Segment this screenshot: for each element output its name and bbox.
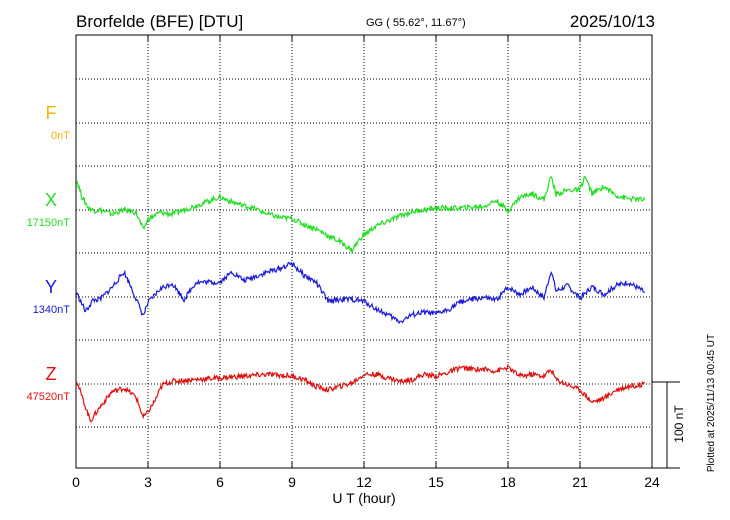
x-tick-label: 24	[644, 474, 660, 490]
date-label: 2025/10/13	[570, 12, 655, 31]
x-tick-label: 12	[356, 474, 372, 490]
station-title: Brorfelde (BFE) [DTU]	[76, 12, 243, 31]
series-name-f: F	[46, 103, 57, 123]
scale-bar-label: 100 nT	[672, 405, 686, 443]
grid	[76, 35, 652, 468]
series-labels: F 0nT X 17150nT Y 1340nT Z 47520nT	[27, 103, 71, 403]
coordinates-label: GG ( 55.62°, 11.67°)	[366, 17, 466, 29]
series-baseline-y: 1340nT	[33, 304, 71, 316]
series-line-z	[75, 363, 646, 423]
series-line-y	[75, 261, 646, 324]
scale-bar: 100 nT	[652, 381, 686, 469]
x-tick-label: 15	[428, 474, 444, 490]
series-name-y: Y	[45, 277, 57, 297]
x-tick-label: 3	[144, 474, 152, 490]
x-tick-label: 6	[216, 474, 224, 490]
x-axis-title: U T (hour)	[332, 490, 395, 506]
series-group	[75, 175, 646, 423]
x-tick-label: 21	[572, 474, 588, 490]
x-tick-label: 0	[72, 474, 80, 490]
series-baseline-x: 17150nT	[27, 217, 71, 229]
series-name-x: X	[45, 190, 57, 210]
series-baseline-f: 0nT	[51, 130, 70, 142]
x-axis: 0 3 6 9 12 15 18 21 24	[72, 35, 660, 490]
series-line-x	[75, 175, 646, 255]
plotted-at-note: Plotted at 2025/11/13 00:45 UT	[706, 334, 717, 472]
x-tick-label: 18	[500, 474, 516, 490]
series-name-z: Z	[46, 364, 57, 384]
series-baseline-z: 47520nT	[27, 391, 71, 403]
x-tick-label: 9	[288, 474, 296, 490]
